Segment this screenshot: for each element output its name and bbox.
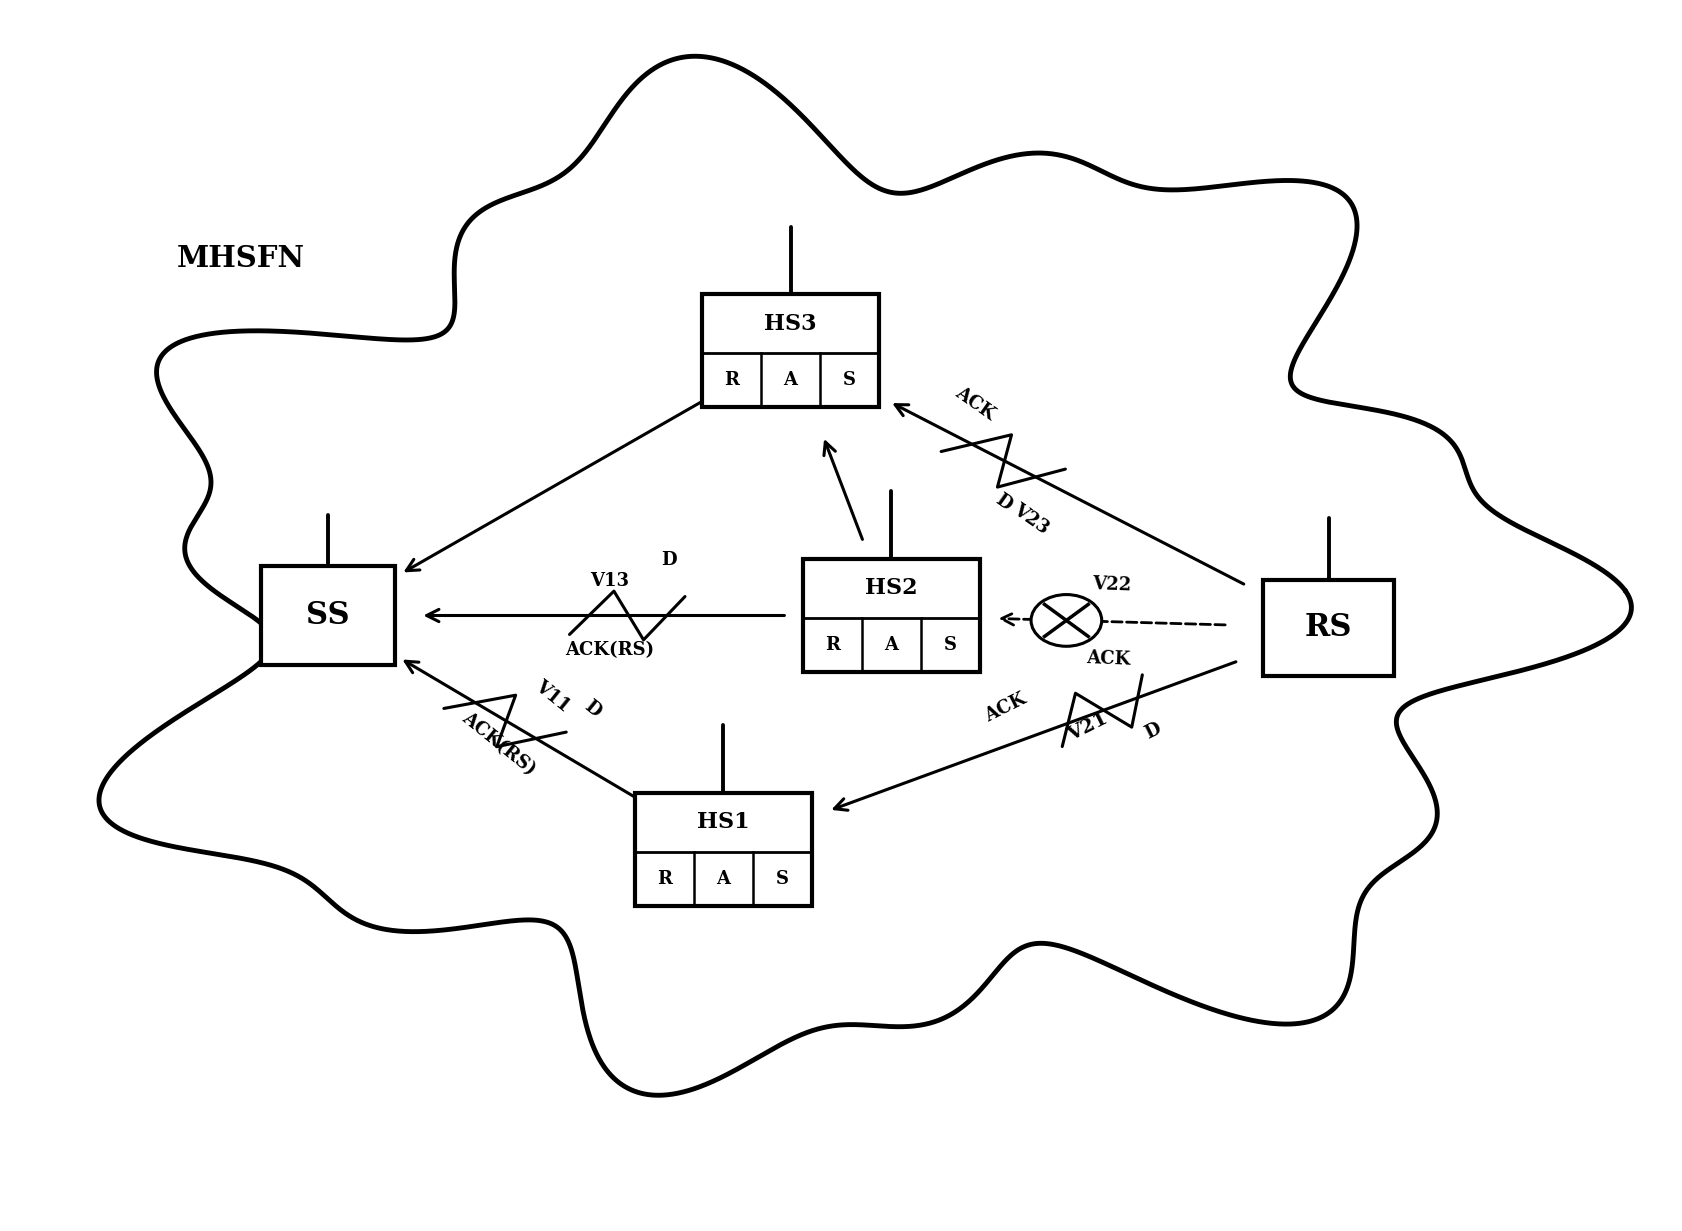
- Text: V21: V21: [1065, 710, 1112, 745]
- Text: R: R: [826, 636, 839, 654]
- Bar: [261, 566, 395, 665]
- Text: D: D: [580, 697, 604, 720]
- Text: D: D: [992, 491, 1014, 515]
- Text: RS: RS: [1305, 612, 1352, 644]
- Text: SS: SS: [306, 599, 350, 632]
- Text: V22: V22: [1092, 575, 1132, 595]
- Text: D: D: [661, 551, 676, 569]
- Text: A: A: [784, 372, 797, 389]
- Text: S: S: [843, 372, 856, 389]
- Text: R: R: [658, 870, 671, 888]
- Bar: [1263, 580, 1394, 676]
- Text: A: A: [717, 870, 730, 888]
- Text: R: R: [725, 372, 738, 389]
- Text: V23: V23: [1009, 501, 1051, 538]
- Text: S: S: [944, 636, 957, 654]
- Bar: [804, 559, 979, 672]
- Text: S: S: [775, 870, 789, 888]
- Bar: [703, 294, 878, 407]
- Text: ACK: ACK: [952, 384, 997, 423]
- Text: HS1: HS1: [696, 811, 750, 833]
- Text: ACK: ACK: [1087, 649, 1130, 668]
- Text: ACK(RS): ACK(RS): [459, 709, 540, 779]
- Text: MHSFN: MHSFN: [177, 244, 304, 273]
- Text: V11: V11: [532, 677, 574, 715]
- Circle shape: [1031, 595, 1102, 646]
- Text: A: A: [885, 636, 898, 654]
- Text: V13: V13: [590, 572, 629, 590]
- Text: ACK(RS): ACK(RS): [565, 641, 654, 659]
- Bar: [636, 793, 811, 906]
- Text: ACK: ACK: [982, 689, 1029, 725]
- Text: D: D: [1142, 719, 1164, 742]
- Text: HS2: HS2: [865, 577, 918, 599]
- Text: HS3: HS3: [764, 313, 817, 335]
